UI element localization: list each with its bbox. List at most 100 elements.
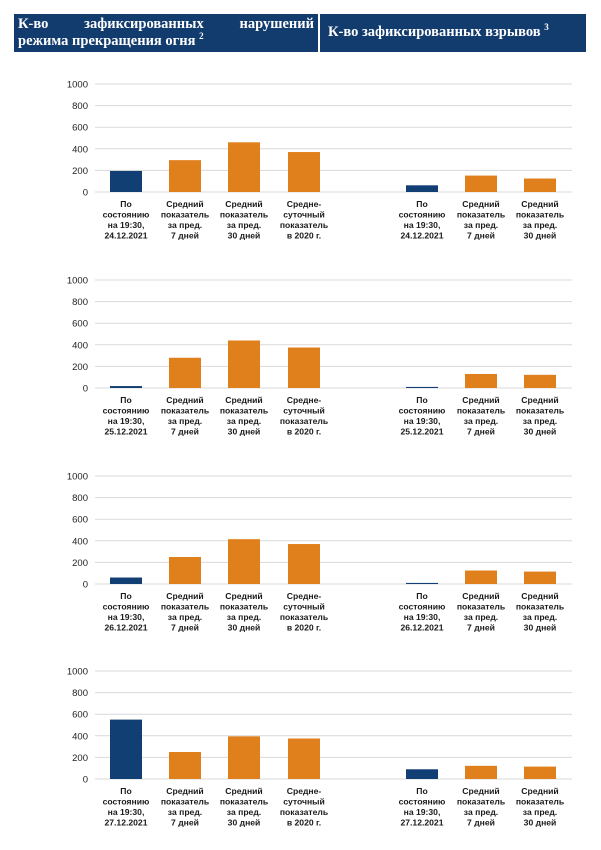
category-label: По состоянию на 19:30, 26.12.2021 (399, 591, 446, 633)
category-label-line: показатель (220, 602, 268, 612)
category-label-line: показатель (516, 210, 564, 220)
bar-average (465, 570, 497, 584)
category-label-line: за пред. (523, 416, 557, 426)
category-label-line: 7 дней (467, 427, 495, 437)
category-label-line: По (416, 786, 427, 796)
category-label-line: за пред. (523, 807, 557, 817)
category-label-line: за пред. (464, 807, 498, 817)
category-label-line: Средний (521, 395, 558, 405)
category-label: Средний показатель за пред. 7 дней (457, 786, 505, 828)
category-label-line: Средне- (287, 395, 322, 405)
category-label-line: состоянию (103, 406, 150, 416)
category-label: По состоянию на 19:30, 26.12.2021 (103, 591, 150, 633)
category-label-line: 30 дней (524, 231, 557, 241)
bar-current (110, 386, 142, 388)
category-label-line: за пред. (168, 612, 202, 622)
category-label: Средний показатель за пред. 7 дней (457, 395, 505, 437)
bar-average (288, 738, 320, 779)
category-label: Средний показатель за пред. 30 дней (220, 591, 268, 633)
y-tick-label: 800 (72, 688, 88, 699)
y-tick-label: 1000 (67, 80, 88, 91)
category-label: По состоянию на 19:30, 25.12.2021 (399, 395, 446, 437)
category-label: Средний показатель за пред. 30 дней (516, 395, 564, 437)
category-label-line: показатель (161, 797, 209, 807)
category-label: Средне-суточный показатель в 2020 г. (280, 591, 328, 633)
category-label: Средний показатель за пред. 7 дней (457, 591, 505, 633)
category-label: По состоянию на 19:30, 25.12.2021 (103, 395, 150, 437)
bar-average (288, 152, 320, 192)
category-label-line: Средний (462, 786, 499, 796)
category-label: Средний показатель за пред. 7 дней (457, 199, 505, 241)
category-label-line: Средний (521, 199, 558, 209)
category-label-line: на 19:30, (108, 807, 145, 817)
y-tick-label: 200 (72, 558, 88, 569)
category-label-line: в 2020 г. (287, 231, 321, 241)
category-label-line: Средний (462, 395, 499, 405)
bar-current (406, 386, 438, 388)
bar-current (110, 719, 142, 779)
category-label-line: на 19:30, (108, 220, 145, 230)
category-label: Средний показатель за пред. 30 дней (220, 199, 268, 241)
category-label-line: Средне- (287, 199, 322, 209)
category-label-line: По (416, 395, 427, 405)
category-label-line: показатель (457, 602, 505, 612)
header-right-footnote: 3 (544, 22, 549, 33)
bar-current (406, 185, 438, 192)
category-label-line: По (120, 199, 131, 209)
category-label-line: По (416, 591, 427, 601)
category-label-line: за пред. (168, 416, 202, 426)
category-label-line: за пред. (523, 220, 557, 230)
category-label-line: на 19:30, (404, 612, 441, 622)
bar-current (406, 769, 438, 779)
header-left-footnote: 2 (199, 31, 204, 42)
bar-average (169, 160, 201, 192)
category-label-line: Средний (462, 591, 499, 601)
category-label-line: 24.12.2021 (400, 231, 443, 241)
y-tick-label: 200 (72, 166, 88, 177)
category-label-line: показатель (280, 220, 328, 230)
category-label: Средний показатель за пред. 30 дней (516, 199, 564, 241)
bar-current (406, 582, 438, 584)
header-explosions: К-во зафиксированных взрывов 3 (320, 14, 586, 52)
category-label-line: 7 дней (467, 623, 495, 633)
category-label: Средний показатель за пред. 30 дней (220, 786, 268, 828)
category-label: Средне-суточный показатель в 2020 г. (280, 395, 328, 437)
category-label-line: за пред. (227, 807, 261, 817)
category-label-line: показатель (516, 797, 564, 807)
category-label: Средний показатель за пред. 7 дней (161, 199, 209, 241)
category-label-line: 7 дней (171, 623, 199, 633)
category-label-line: 30 дней (524, 427, 557, 437)
category-label-line: за пред. (227, 612, 261, 622)
category-label-line: на 19:30, (404, 807, 441, 817)
category-label-line: Средний (521, 786, 558, 796)
category-label-line: По (120, 591, 131, 601)
y-tick-label: 400 (72, 144, 88, 155)
category-label-line: за пред. (168, 807, 202, 817)
category-label-line: показатель (516, 406, 564, 416)
y-tick-label: 200 (72, 753, 88, 764)
y-tick-label: 600 (72, 710, 88, 721)
bar-average (228, 340, 260, 388)
y-tick-label: 1000 (67, 276, 88, 287)
category-label: По состоянию на 19:30, 27.12.2021 (399, 786, 446, 828)
category-label-line: показатель (220, 210, 268, 220)
header-left-line1: К-во зафиксированных нарушений (18, 16, 314, 32)
category-label-line: 26.12.2021 (104, 623, 147, 633)
bar-average (288, 347, 320, 388)
category-label-line: показатель (280, 416, 328, 426)
category-label-line: на 19:30, (404, 416, 441, 426)
category-label: Средне-суточный показатель в 2020 г. (280, 199, 328, 241)
y-tick-label: 400 (72, 340, 88, 351)
bar-current (110, 170, 142, 192)
category-label-line: в 2020 г. (287, 818, 321, 828)
category-label-line: Средний (166, 395, 203, 405)
category-label-line: 7 дней (171, 427, 199, 437)
category-label-line: 7 дней (467, 231, 495, 241)
category-label: Средний показатель за пред. 7 дней (161, 786, 209, 828)
category-label-line: Средний (225, 591, 262, 601)
category-label-line: Средний (521, 591, 558, 601)
category-label-line: в 2020 г. (287, 623, 321, 633)
category-label-line: Средний (166, 199, 203, 209)
bar-average (465, 765, 497, 779)
bar-average (524, 571, 556, 584)
